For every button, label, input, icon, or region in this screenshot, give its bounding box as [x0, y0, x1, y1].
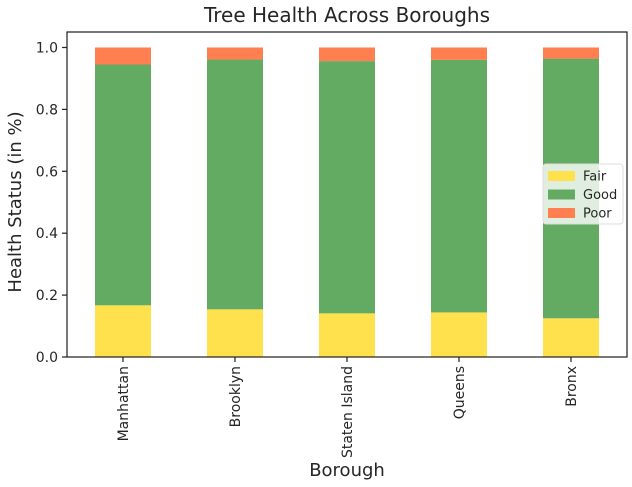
- chart-title: Tree Health Across Boroughs: [203, 3, 490, 27]
- bar-poor-manhattan: [95, 47, 151, 65]
- bar-good-staten-island: [319, 61, 375, 314]
- legend-swatch-fair: [548, 171, 575, 181]
- bar-poor-brooklyn: [207, 47, 263, 60]
- bar-fair-staten-island: [319, 313, 375, 357]
- legend: Fair Good Poor: [542, 163, 624, 225]
- bar-poor-queens: [431, 47, 487, 60]
- x-axis-ticks: Manhattan Brooklyn Staten Island Queens Bron…: [116, 357, 580, 458]
- bar-poor-bronx: [543, 47, 599, 59]
- y-axis-ticks: 0.0 0.2 0.4 0.6 0.8 1.0: [36, 40, 67, 366]
- bar-fair-bronx: [543, 318, 599, 357]
- x-tick-label: Queens: [452, 366, 468, 419]
- x-tick-label: Manhattan: [116, 366, 132, 441]
- plot-area: [66, 31, 628, 358]
- y-tick-label: 0.2: [36, 288, 58, 304]
- y-tick-label: 1.0: [36, 40, 58, 56]
- legend-label-good: Good: [583, 188, 617, 203]
- x-tick-label: Staten Island: [340, 366, 356, 458]
- bar-fair-queens: [431, 312, 487, 357]
- y-tick-label: 0.8: [36, 102, 58, 118]
- legend-label-poor: Poor: [583, 207, 612, 222]
- legend-swatch-good: [548, 189, 575, 200]
- bar-fair-manhattan: [95, 305, 151, 357]
- x-tick-label: Brooklyn: [228, 366, 244, 427]
- bar-fair-brooklyn: [207, 309, 263, 357]
- y-tick-label: 0.6: [36, 164, 58, 180]
- x-axis-label: Borough: [309, 460, 385, 481]
- x-tick-label: Bronx: [564, 366, 580, 407]
- y-tick-label: 0.0: [36, 350, 58, 366]
- bar-poor-staten-island: [319, 47, 375, 62]
- bar-good-brooklyn: [207, 59, 263, 310]
- legend-label-fair: Fair: [583, 170, 607, 185]
- bar-good-queens: [431, 59, 487, 313]
- bar-good-manhattan: [95, 64, 151, 306]
- y-axis-label: Health Status (in %): [5, 111, 26, 292]
- legend-swatch-poor: [548, 208, 575, 218]
- y-tick-label: 0.4: [36, 226, 58, 242]
